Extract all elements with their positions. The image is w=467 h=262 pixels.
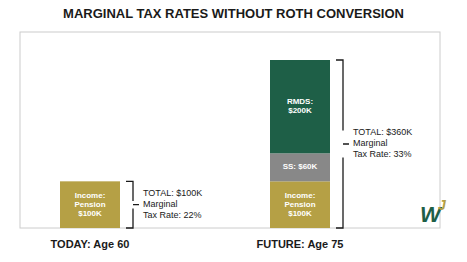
annotation: Tax Rate: 33% bbox=[353, 149, 412, 159]
chart: MARGINAL TAX RATES WITHOUT ROTH CONVERSI… bbox=[0, 0, 467, 262]
data-label-line: Pension bbox=[284, 200, 315, 209]
data-label-line: Pension bbox=[74, 200, 105, 209]
category-label: FUTURE: Age 75 bbox=[257, 238, 344, 250]
annotation: Marginal bbox=[143, 199, 178, 209]
data-label-line: $100K bbox=[288, 209, 312, 218]
data-label: Income:Pension$100K bbox=[284, 191, 315, 218]
brace bbox=[336, 60, 349, 228]
data-label-line: $200K bbox=[288, 106, 312, 115]
data-label-line: RMDS: bbox=[287, 97, 313, 106]
data-label-line: $100K bbox=[78, 209, 102, 218]
data-labels: Income:Pension$100KIncome:Pension$100KSS… bbox=[74, 97, 317, 218]
title: MARGINAL TAX RATES WITHOUT ROTH CONVERSI… bbox=[63, 6, 404, 21]
data-label: Income:Pension$100K bbox=[74, 191, 105, 218]
data-label: SS: $60K bbox=[283, 162, 318, 171]
data-label-line: Income: bbox=[75, 191, 106, 200]
annotation: TOTAL: $360K bbox=[353, 127, 412, 137]
annotation: Tax Rate: 22% bbox=[143, 210, 202, 220]
annotation: Marginal bbox=[353, 138, 388, 148]
annotation: TOTAL: $100K bbox=[143, 188, 202, 198]
logo: J bbox=[438, 197, 447, 213]
data-label-line: SS: $60K bbox=[283, 162, 318, 171]
bars bbox=[60, 60, 330, 228]
bar-segment bbox=[60, 181, 120, 228]
bar-segment bbox=[270, 60, 330, 153]
brace bbox=[126, 181, 139, 228]
plot-frame bbox=[20, 32, 440, 228]
data-label-line: Income: bbox=[285, 191, 316, 200]
bar-segment bbox=[270, 181, 330, 228]
category-label: TODAY: Age 60 bbox=[51, 238, 130, 250]
data-label: RMDS:$200K bbox=[287, 97, 313, 115]
bar-segment bbox=[270, 153, 330, 181]
